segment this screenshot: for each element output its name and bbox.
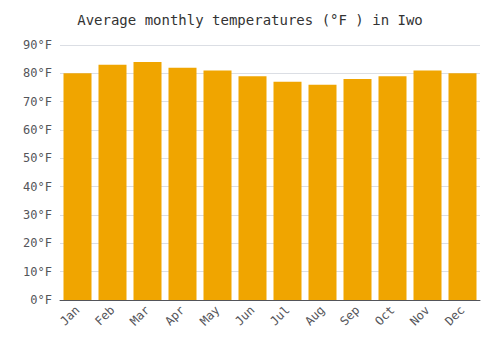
svg-text:May: May [197,303,222,328]
svg-text:Feb: Feb [92,303,117,328]
svg-text:Average monthly temperatures (: Average monthly temperatures (°F ) in Iw… [77,12,423,28]
svg-text:Aug: Aug [302,303,327,328]
svg-text:40°F: 40°F [23,180,52,194]
svg-text:70°F: 70°F [23,95,52,109]
svg-text:10°F: 10°F [23,265,52,279]
svg-text:Oct: Oct [372,303,397,328]
svg-text:0°F: 0°F [30,293,52,307]
svg-text:Mar: Mar [127,303,152,328]
svg-text:90°F: 90°F [23,38,52,52]
svg-text:80°F: 80°F [23,66,52,80]
svg-text:60°F: 60°F [23,123,52,137]
svg-text:20°F: 20°F [23,236,52,250]
svg-text:Dec: Dec [442,303,467,328]
svg-text:Jul: Jul [267,303,292,328]
svg-text:Apr: Apr [162,303,187,328]
svg-text:Nov: Nov [407,303,432,328]
svg-text:Jan: Jan [57,303,82,328]
svg-text:Sep: Sep [337,303,362,328]
svg-text:50°F: 50°F [23,151,52,165]
svg-text:30°F: 30°F [23,208,52,222]
svg-text:Jun: Jun [232,303,257,328]
